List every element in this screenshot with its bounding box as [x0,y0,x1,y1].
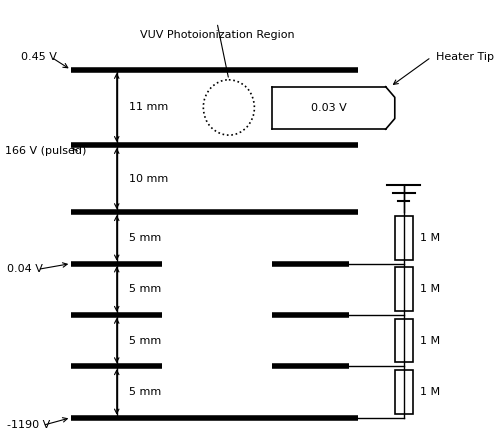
Text: 1 M: 1 M [420,387,440,397]
Text: 0.03 V: 0.03 V [311,103,346,113]
Text: 0.04 V: 0.04 V [8,264,43,275]
Text: 5 mm: 5 mm [128,284,161,294]
Text: 11 mm: 11 mm [128,103,168,112]
Text: VUV Photoionization Region: VUV Photoionization Region [140,30,294,40]
Text: 5 mm: 5 mm [128,233,161,243]
Text: 5 mm: 5 mm [128,336,161,345]
Text: 5 mm: 5 mm [128,387,161,397]
Text: 1 M: 1 M [420,284,440,294]
Text: 1 M: 1 M [420,336,440,345]
Bar [395,319,413,362]
Text: -1190 V: -1190 V [8,421,50,431]
Text: 1 M: 1 M [420,233,440,243]
Text: 0.45 V: 0.45 V [21,52,57,62]
Text: 10 mm: 10 mm [128,173,168,184]
Bar [395,370,413,414]
Text: Heater Tip: Heater Tip [436,52,494,62]
Bar [395,216,413,259]
Bar [395,267,413,311]
Text: 166 V (pulsed): 166 V (pulsed) [4,146,86,156]
